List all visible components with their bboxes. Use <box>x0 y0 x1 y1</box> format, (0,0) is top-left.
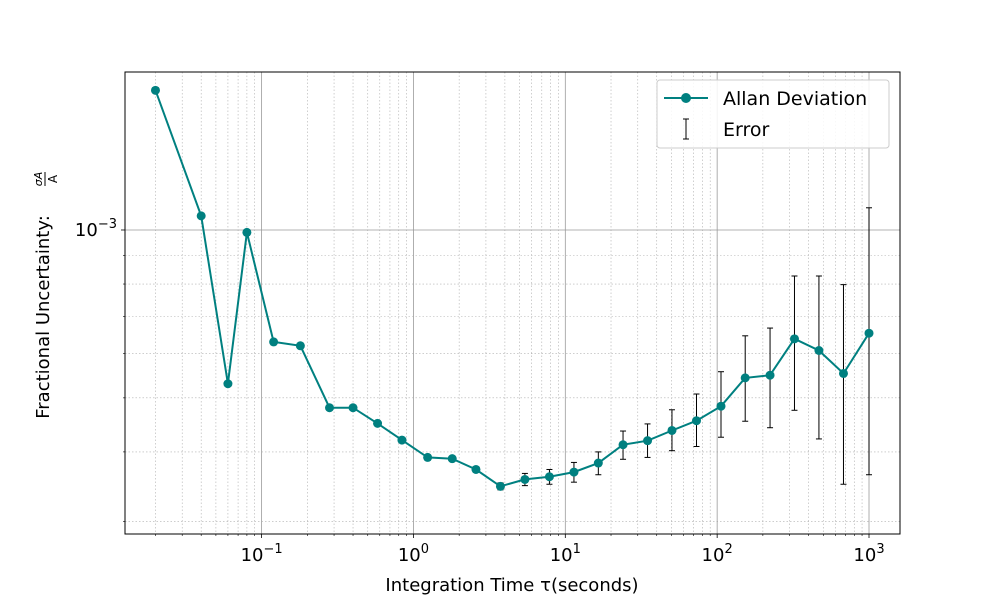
allan-deviation-markers <box>150 85 874 491</box>
legend-label-allan-deviation: Allan Deviation <box>723 88 867 110</box>
error-bar <box>840 284 847 485</box>
data-point <box>348 403 358 413</box>
data-point <box>643 436 653 446</box>
y-axis-label: Fractional Uncertainty: σA A <box>32 172 60 419</box>
data-point <box>495 481 505 491</box>
y-axis-label-denominator: A <box>46 174 60 183</box>
data-point <box>269 337 279 347</box>
data-point <box>814 345 824 355</box>
data-point <box>789 334 799 344</box>
data-point <box>740 373 750 383</box>
data-point <box>325 403 335 413</box>
x-tick-label: 10−1 <box>241 542 283 566</box>
x-tick-label: 102 <box>702 542 733 566</box>
data-point <box>447 454 457 464</box>
y-tick-label: 10−3 <box>75 217 117 241</box>
plot-frame <box>124 71 901 535</box>
data-point <box>569 467 579 477</box>
data-point <box>593 458 603 468</box>
data-point <box>667 425 677 435</box>
data-point <box>618 440 628 450</box>
data-point <box>838 368 848 378</box>
y-axis-label-prefix: Fractional Uncertainty: <box>33 215 54 419</box>
data-point <box>196 211 206 221</box>
data-point <box>295 341 305 351</box>
data-point <box>397 435 407 445</box>
data-point <box>765 370 775 380</box>
data-point <box>520 474 530 484</box>
legend-box <box>656 79 890 149</box>
error-bar <box>866 207 873 476</box>
data-point <box>716 401 726 411</box>
minor-gridlines-x <box>155 72 863 534</box>
data-point <box>242 227 252 237</box>
data-point <box>864 328 874 338</box>
data-point <box>423 452 433 462</box>
data-point <box>471 464 481 474</box>
x-tick-labels: 10−1 100 101 102 103 <box>241 542 885 566</box>
x-axis-label: Integration Time τ(seconds) <box>385 575 638 596</box>
y-axis-label-numerator: σA <box>32 172 45 187</box>
x-tick-label: 103 <box>853 542 884 566</box>
legend-marker-icon <box>681 93 691 103</box>
legend-label-error: Error <box>723 119 770 141</box>
x-tick-label: 101 <box>550 542 581 566</box>
error-bar <box>815 275 822 440</box>
y-tick-labels: 10−3 <box>75 217 117 241</box>
data-point <box>691 416 701 426</box>
data-point <box>373 418 383 428</box>
x-tick-label: 100 <box>398 542 429 566</box>
data-point <box>223 379 233 389</box>
plot-area <box>125 72 900 534</box>
legend: Allan Deviation Error <box>656 79 890 149</box>
data-point <box>150 85 160 95</box>
data-point <box>544 472 554 482</box>
